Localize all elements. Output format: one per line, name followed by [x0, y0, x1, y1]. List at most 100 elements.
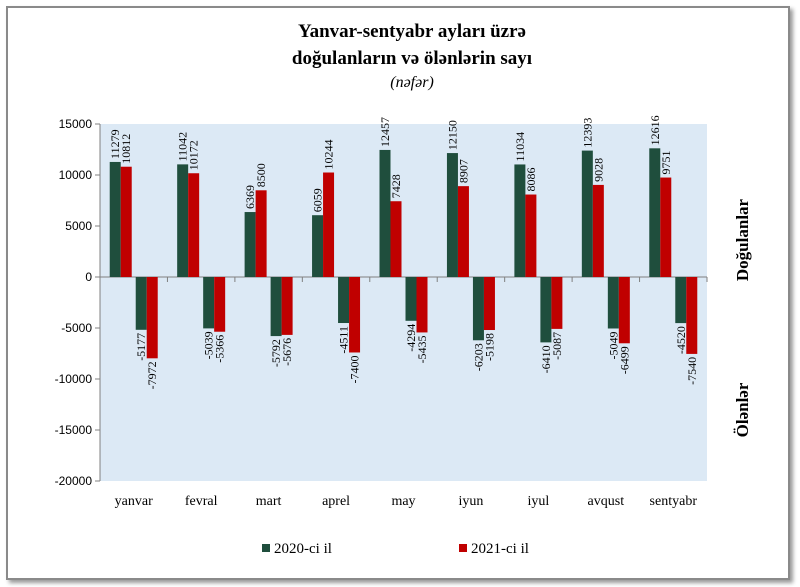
bar-deaths-2020 [405, 277, 417, 321]
category-label: iyul [527, 494, 549, 509]
bar-deaths-2021 [349, 277, 361, 353]
data-label-births: 12616 [648, 115, 662, 145]
bar-deaths-2021 [146, 277, 158, 359]
data-label-births: 10244 [322, 140, 336, 170]
category-label: iyun [458, 494, 483, 509]
bar-births-2020 [446, 153, 458, 277]
category-label: yanvar [115, 494, 153, 509]
bar-deaths-2020 [472, 277, 484, 341]
legend: 2020-ci il 2021-ci il [262, 541, 529, 557]
bars-layer [109, 148, 698, 359]
y-tick-label: 10000 [59, 168, 93, 182]
category-label: mart [256, 494, 282, 509]
bar-births-2021 [592, 184, 604, 277]
data-label-deaths: -5039 [202, 331, 216, 359]
data-label-deaths: -6499 [617, 346, 631, 374]
data-label-deaths: -5792 [269, 339, 283, 367]
data-label-births: 12150 [445, 120, 459, 150]
data-label-births: 9751 [659, 151, 673, 175]
bar-births-2021 [390, 201, 402, 277]
bar-deaths-2020 [338, 277, 350, 324]
category-label: fevral [185, 494, 218, 509]
bar-births-2020 [379, 149, 391, 277]
data-label-deaths: -7400 [348, 355, 362, 383]
bar-deaths-2021 [483, 277, 495, 331]
bar-deaths-2020 [203, 277, 215, 329]
bar-deaths-2020 [540, 277, 552, 343]
legend-label-2020: 2020-ci il [274, 541, 332, 557]
plot-area [100, 124, 707, 481]
data-label-deaths: -6410 [539, 345, 553, 373]
bar-births-2020 [177, 164, 189, 277]
data-label-births: 8086 [524, 168, 538, 192]
data-label-births: 6369 [243, 185, 257, 209]
data-label-births: 6059 [311, 188, 325, 212]
bar-deaths-2020 [607, 277, 619, 329]
category-label: avqust [588, 494, 625, 509]
y-tick-label: 5000 [65, 219, 92, 233]
bar-births-2021 [660, 177, 672, 277]
bar-deaths-2020 [270, 277, 282, 337]
data-label-births: 10172 [187, 140, 201, 170]
bar-births-2021 [323, 172, 335, 277]
data-label-deaths: -5177 [134, 333, 148, 361]
data-label-births: 11034 [513, 132, 527, 162]
y-tick-label: -5000 [61, 321, 92, 335]
data-label-deaths: -4520 [674, 326, 688, 354]
data-label-births: 8907 [456, 159, 470, 183]
bar-deaths-2021 [686, 277, 698, 354]
y-tick-label: -15000 [55, 423, 93, 437]
bar-births-2021 [525, 194, 537, 277]
data-label-deaths: -7972 [145, 361, 159, 389]
chart-title-line-1: Yanvar-sentyabr ayları üzrə [298, 21, 526, 42]
bar-births-2021 [457, 186, 469, 277]
side-label-births: Doğulanlar [733, 198, 752, 281]
bar-deaths-2021 [281, 277, 293, 335]
chart-subtitle: (nəfər) [390, 74, 434, 91]
bar-births-2021 [188, 173, 200, 277]
category-label: may [391, 494, 415, 509]
data-label-births: 12393 [580, 118, 594, 148]
data-label-deaths: -5366 [213, 335, 227, 363]
bar-deaths-2020 [675, 277, 687, 324]
axis-layer: 15000 10000 5000 0 -5000 -10000 -15000 -20000 ya… [55, 117, 708, 509]
bar-births-2020 [109, 161, 121, 277]
data-label-births: 11279 [108, 129, 122, 159]
data-label-deaths: -4511 [337, 326, 351, 354]
bar-births-2020 [581, 150, 593, 277]
bar-births-2020 [649, 148, 661, 277]
y-tick-label: 15000 [59, 117, 93, 131]
data-label-deaths: -6203 [471, 343, 485, 371]
legend-swatch-2021 [459, 544, 467, 552]
bar-births-2020 [514, 164, 526, 277]
data-label-births: 12457 [378, 117, 392, 147]
legend-swatch-2020 [262, 544, 270, 552]
bar-births-2021 [255, 190, 267, 277]
category-label: aprel [322, 494, 350, 509]
data-label-deaths: -5087 [550, 332, 564, 360]
data-label-births: 9028 [591, 158, 605, 182]
bar-deaths-2021 [214, 277, 226, 332]
legend-label-2021: 2021-ci il [471, 541, 529, 557]
bar-births-2021 [120, 166, 132, 277]
y-tick-label: -20000 [55, 474, 93, 488]
data-label-deaths: -7540 [685, 357, 699, 385]
bar-deaths-2021 [551, 277, 563, 329]
bar-deaths-2021 [618, 277, 630, 344]
data-label-births: 8500 [254, 163, 268, 187]
y-tick-label: 0 [85, 270, 92, 284]
data-label-deaths: -5198 [482, 333, 496, 361]
data-label-births: 11042 [176, 132, 190, 162]
data-label-births: 10812 [119, 134, 133, 164]
side-label-deaths: Ölənlər [733, 382, 752, 437]
y-tick-label: -10000 [55, 372, 93, 386]
data-label-deaths: -5435 [415, 335, 429, 363]
chart-title-line-2: doğulanların və ölənlərin sayı [292, 48, 532, 69]
bar-births-2020 [312, 215, 324, 277]
data-label-births: 7428 [389, 174, 403, 198]
data-labels-layer: 11279 -5177 10812 -7972 11042 -5039 10172 -5366… [108, 115, 699, 389]
bar-deaths-2020 [135, 277, 147, 330]
bar-deaths-2021 [416, 277, 428, 333]
category-label: sentyabr [650, 494, 698, 509]
